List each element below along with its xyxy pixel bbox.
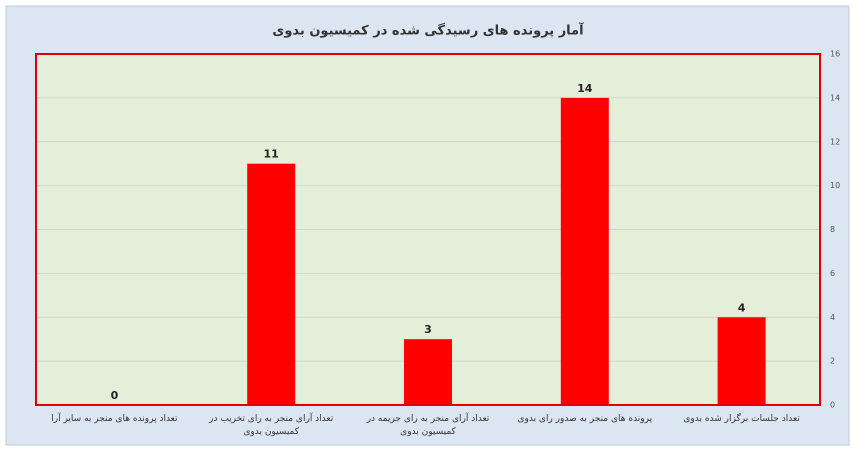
bar xyxy=(560,97,609,405)
x-tick-label: تعداد آرای منجر به رای جریمه در کمیسیون … xyxy=(366,414,490,437)
data-label: 0 xyxy=(111,389,119,402)
chart-title: آمار پرونده های رسیدگی شده در کمیسیون بد… xyxy=(272,22,584,39)
data-label: 14 xyxy=(577,82,593,95)
y-tick-label: 0 xyxy=(830,401,835,410)
data-label: 4 xyxy=(738,301,746,314)
y-tick-label: 16 xyxy=(830,50,840,59)
y-tick-label: 8 xyxy=(830,225,835,234)
y-tick-label: 10 xyxy=(830,181,840,190)
x-tick-label: تعداد آرای منجر به رای تخریب در کمیسیون … xyxy=(209,414,334,437)
bar xyxy=(247,163,296,405)
y-tick-label: 14 xyxy=(830,93,840,102)
y-tick-label: 6 xyxy=(830,269,835,278)
x-tick-label: پرونده های منجر به صدور رای بدوی xyxy=(517,414,653,424)
data-label: 3 xyxy=(424,323,432,336)
data-label: 11 xyxy=(264,148,279,161)
bar xyxy=(717,317,766,405)
y-tick-label: 4 xyxy=(830,313,835,322)
y-tick-label: 2 xyxy=(830,357,835,366)
x-tick-label: تعداد جلسات برگزار شده بدوی xyxy=(683,414,800,424)
x-tick-label: تعداد پرونده های منجر به سایر آرا xyxy=(51,414,178,424)
y-tick-label: 12 xyxy=(830,137,840,146)
bar xyxy=(404,339,452,405)
plot-border xyxy=(35,53,821,406)
